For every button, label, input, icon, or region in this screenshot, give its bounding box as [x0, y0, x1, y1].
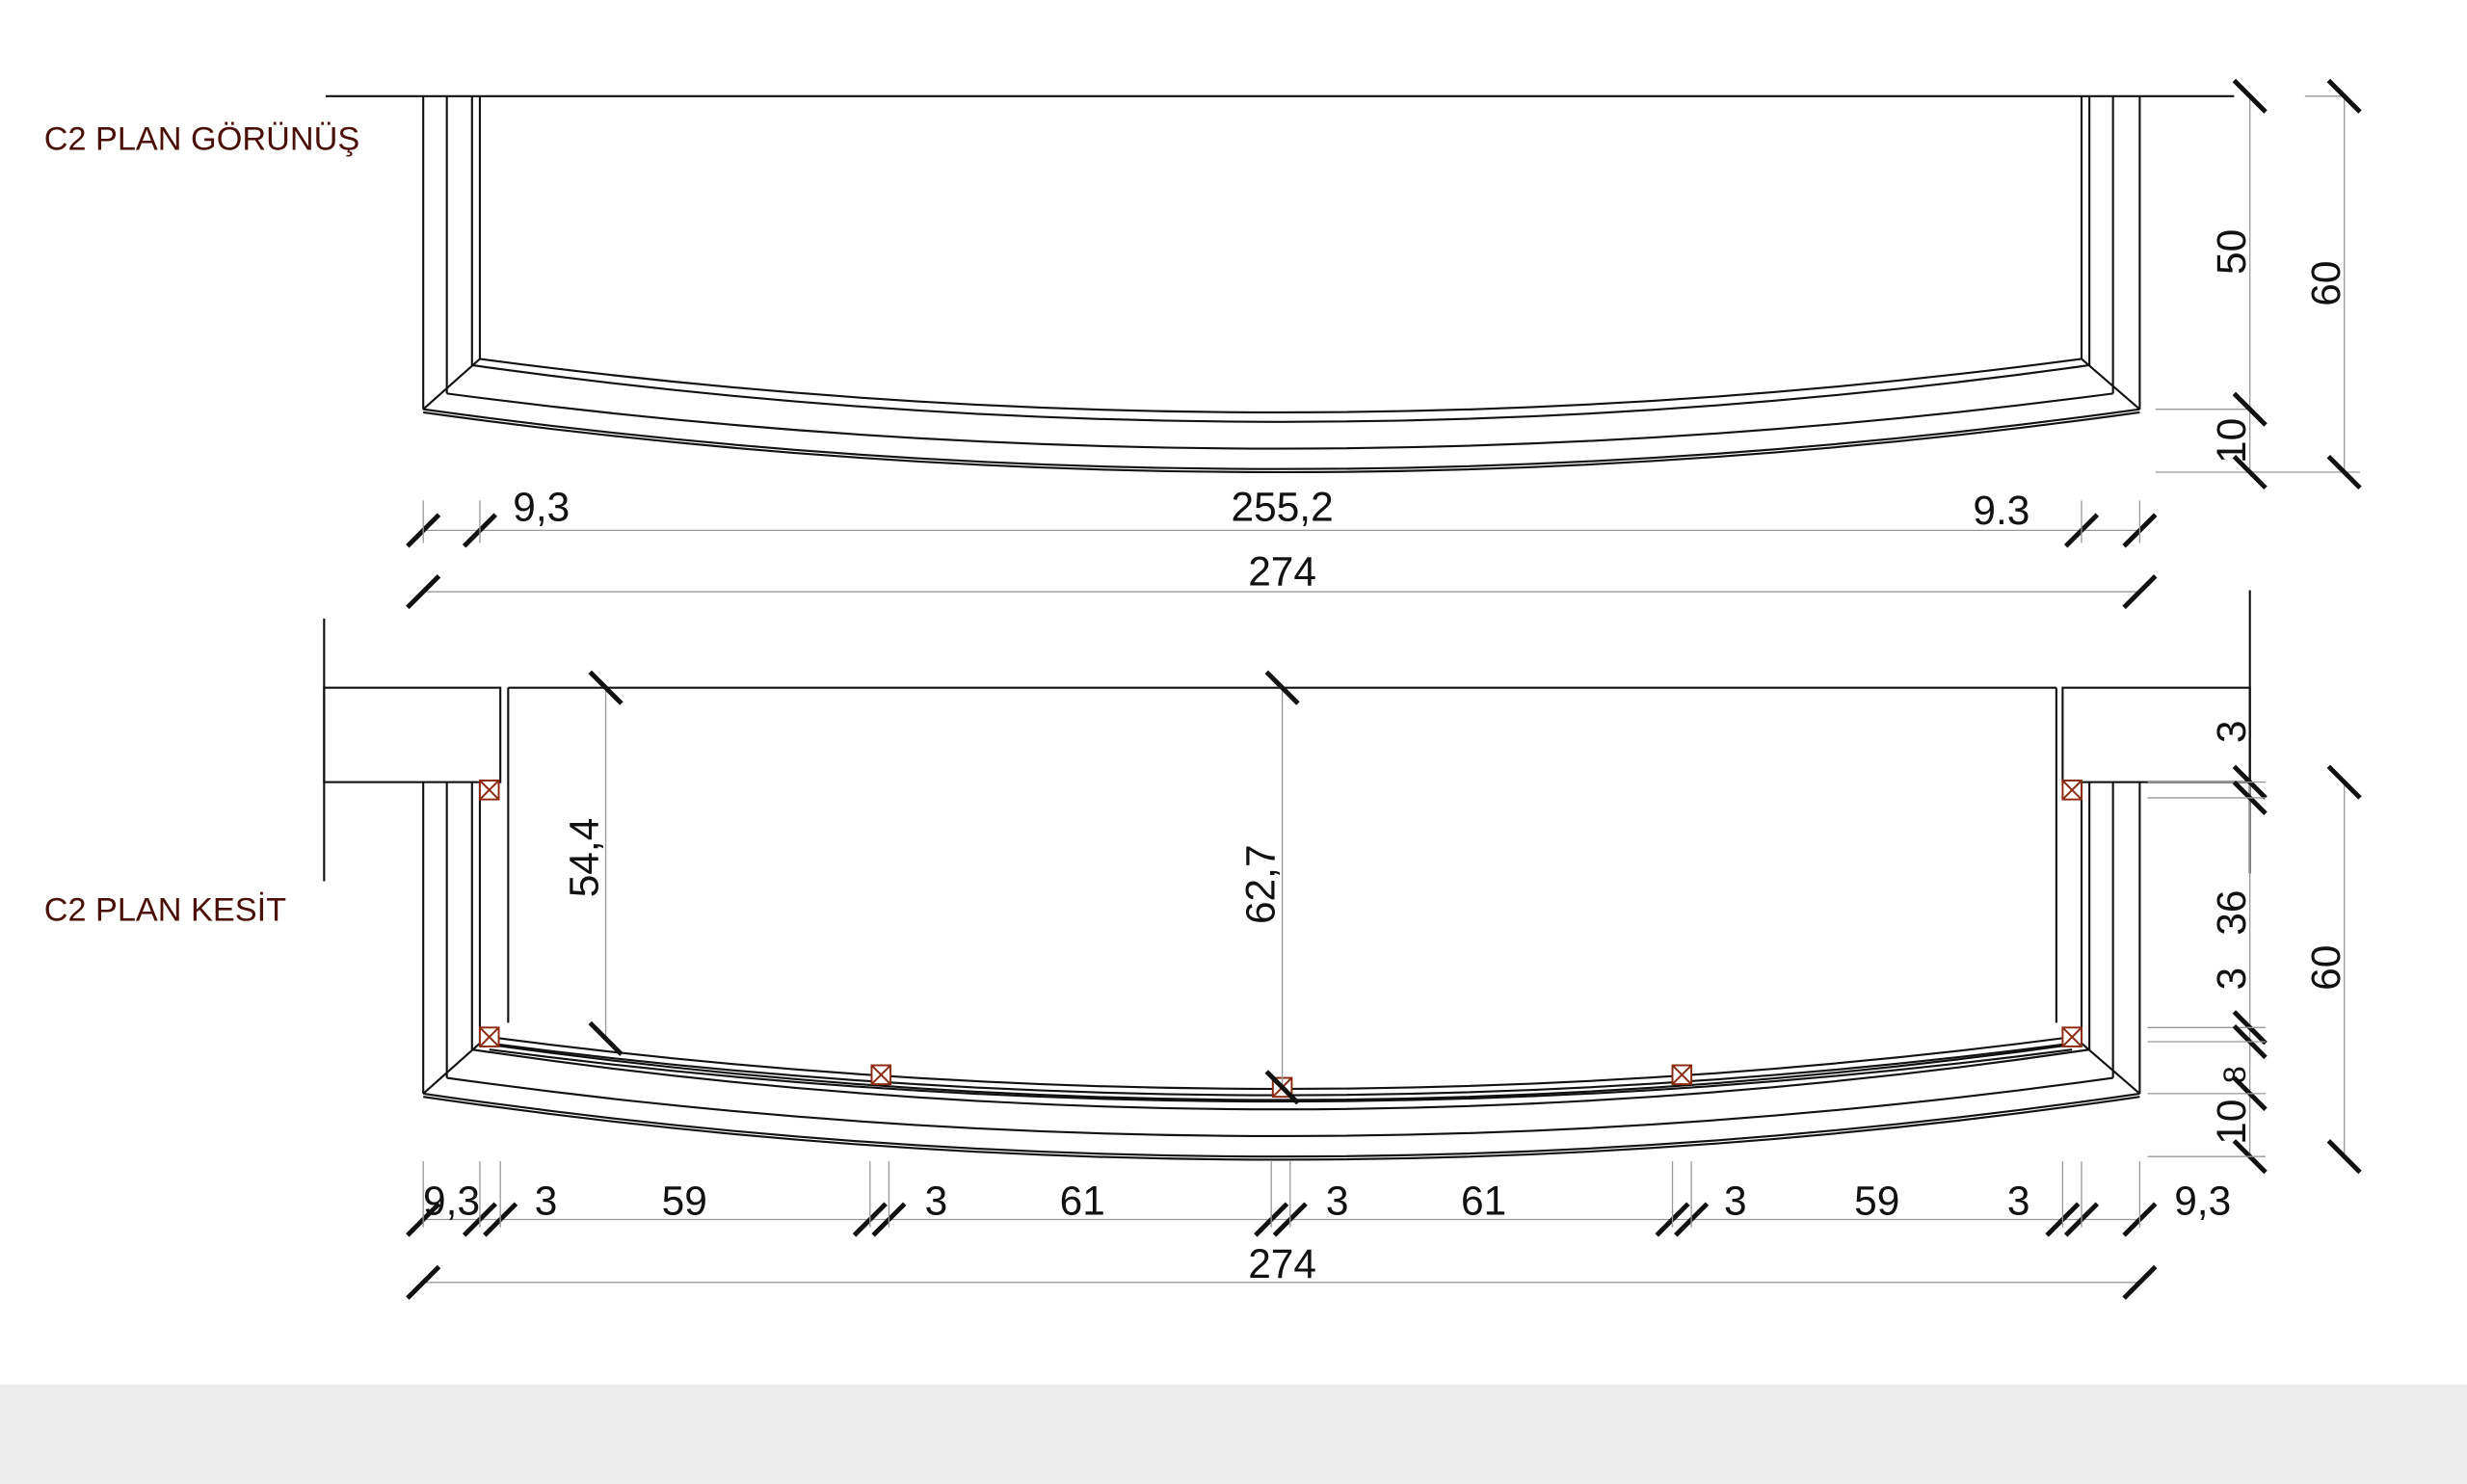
dim-label: 62,7	[1237, 844, 1283, 924]
curve-line	[479, 358, 2082, 413]
dim-label: 61	[1461, 1179, 1506, 1224]
dim-label: 9,3	[2174, 1179, 2231, 1224]
dim-tick	[2326, 764, 2362, 800]
dim-label: 60	[2303, 945, 2348, 991]
dim-label: 274	[1248, 549, 1316, 595]
dim-label: 8	[2216, 1066, 2252, 1083]
dim-label: 3	[2007, 1179, 2030, 1224]
curve-line	[471, 363, 2090, 423]
marker-cross	[2061, 1026, 2082, 1047]
section-bottom-dim-labels: 9,3 3 59 3 61 3 61 3 59 3 9,3	[423, 1179, 2231, 1224]
dim-label: 3	[1724, 1179, 1747, 1224]
line	[2081, 358, 2141, 411]
dim-label: 255,2	[1232, 485, 1334, 530]
dim-label: 9,3	[513, 485, 570, 530]
dim-label: 3	[535, 1179, 558, 1224]
dim-label: 3	[925, 1179, 948, 1224]
plan-view-title: C2 PLAN GÖRÜNÜŞ	[44, 120, 359, 157]
curve-line	[446, 392, 2113, 450]
dim-label: 50	[2209, 229, 2254, 275]
dim-tick	[2232, 78, 2268, 114]
curve-line	[423, 411, 2140, 474]
dim-tick	[2326, 454, 2362, 490]
curve-line	[489, 1048, 2073, 1103]
dim-tick	[2232, 391, 2268, 427]
dim-tick	[2326, 1139, 2362, 1175]
dim-tick	[406, 1264, 441, 1300]
marker-cross	[1671, 1064, 1692, 1085]
marker-cross	[2061, 780, 2082, 801]
dim-label: 3	[2209, 967, 2254, 991]
dim-label: 60	[2303, 260, 2348, 305]
textured-footer-band	[0, 1384, 2467, 1484]
dim-tick	[2122, 1264, 2158, 1300]
dim-label: 9,3	[423, 1179, 480, 1224]
dim-tick	[588, 670, 623, 705]
dim-label: 3	[2209, 721, 2254, 744]
dim-label: 59	[1854, 1179, 1899, 1224]
dim-tick	[2122, 574, 2158, 610]
drawing-geometry	[323, 78, 2362, 1300]
dim-tick	[2232, 454, 2268, 490]
curve-line	[479, 1042, 2082, 1101]
curve-line	[423, 1096, 2140, 1161]
dim-tick	[1264, 670, 1300, 705]
wall-left	[323, 686, 502, 783]
dim-label: 54,4	[561, 818, 606, 898]
dim-label: 61	[1060, 1179, 1105, 1224]
dim-label: 274	[1248, 1241, 1316, 1286]
line	[2081, 1042, 2141, 1095]
dim-tick	[406, 574, 441, 610]
dim-tick	[1264, 1070, 1300, 1105]
dim-label: 9.3	[1973, 488, 2029, 533]
dim-label: 36	[2209, 890, 2254, 936]
dim-tick	[588, 1020, 623, 1056]
dim-label: 10	[2209, 1100, 2254, 1145]
line	[422, 1042, 481, 1095]
curve-line	[423, 1092, 2140, 1158]
dim-label: 10	[2209, 418, 2254, 464]
dim-tick	[2326, 78, 2362, 114]
curve-line	[423, 408, 2140, 470]
dim-label: 3	[1326, 1179, 1349, 1224]
plan-section-title: C2 PLAN KESİT	[44, 890, 286, 928]
line	[422, 358, 481, 411]
marker-cross	[479, 780, 500, 801]
marker-cross	[479, 1026, 500, 1047]
dim-label: 59	[662, 1179, 707, 1224]
curve-line	[446, 1076, 2113, 1138]
marker-cross	[870, 1064, 891, 1085]
curve-line	[471, 1048, 2090, 1111]
